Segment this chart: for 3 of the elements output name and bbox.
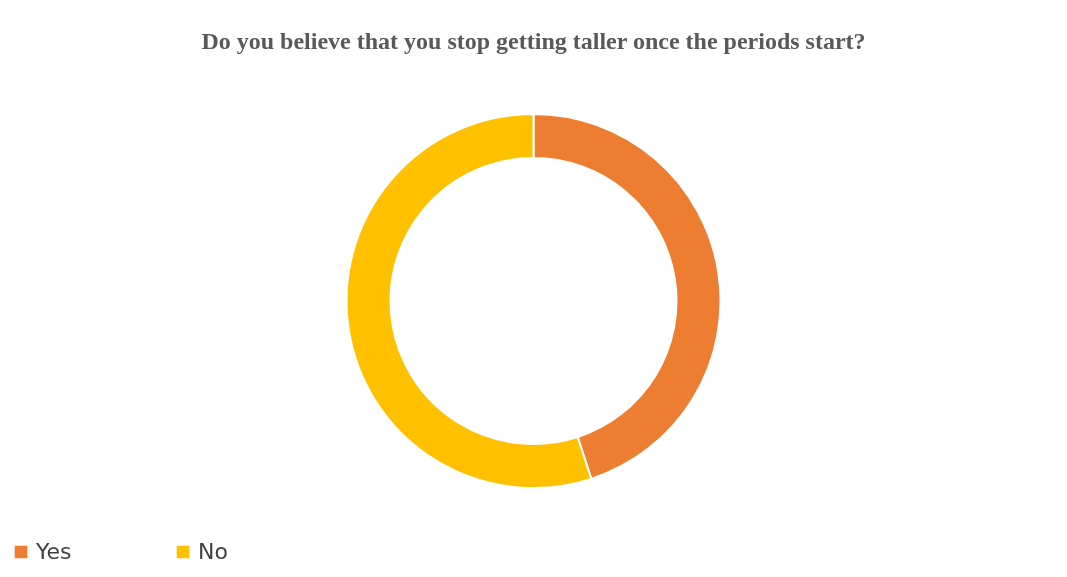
legend-label: No	[198, 539, 228, 564]
legend-label: Yes	[35, 539, 72, 564]
chart-title: Do you believe that you stop getting taller once the periods start?	[201, 28, 866, 54]
